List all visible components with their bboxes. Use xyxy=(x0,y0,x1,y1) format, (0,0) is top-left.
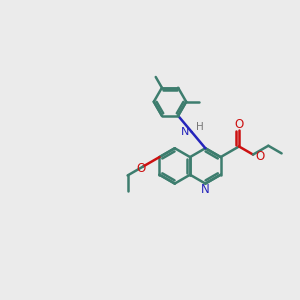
Text: N: N xyxy=(200,183,209,196)
Text: N: N xyxy=(181,127,189,137)
Text: O: O xyxy=(255,149,264,163)
Text: O: O xyxy=(234,118,244,131)
Text: H: H xyxy=(196,122,204,132)
Text: O: O xyxy=(137,162,146,175)
